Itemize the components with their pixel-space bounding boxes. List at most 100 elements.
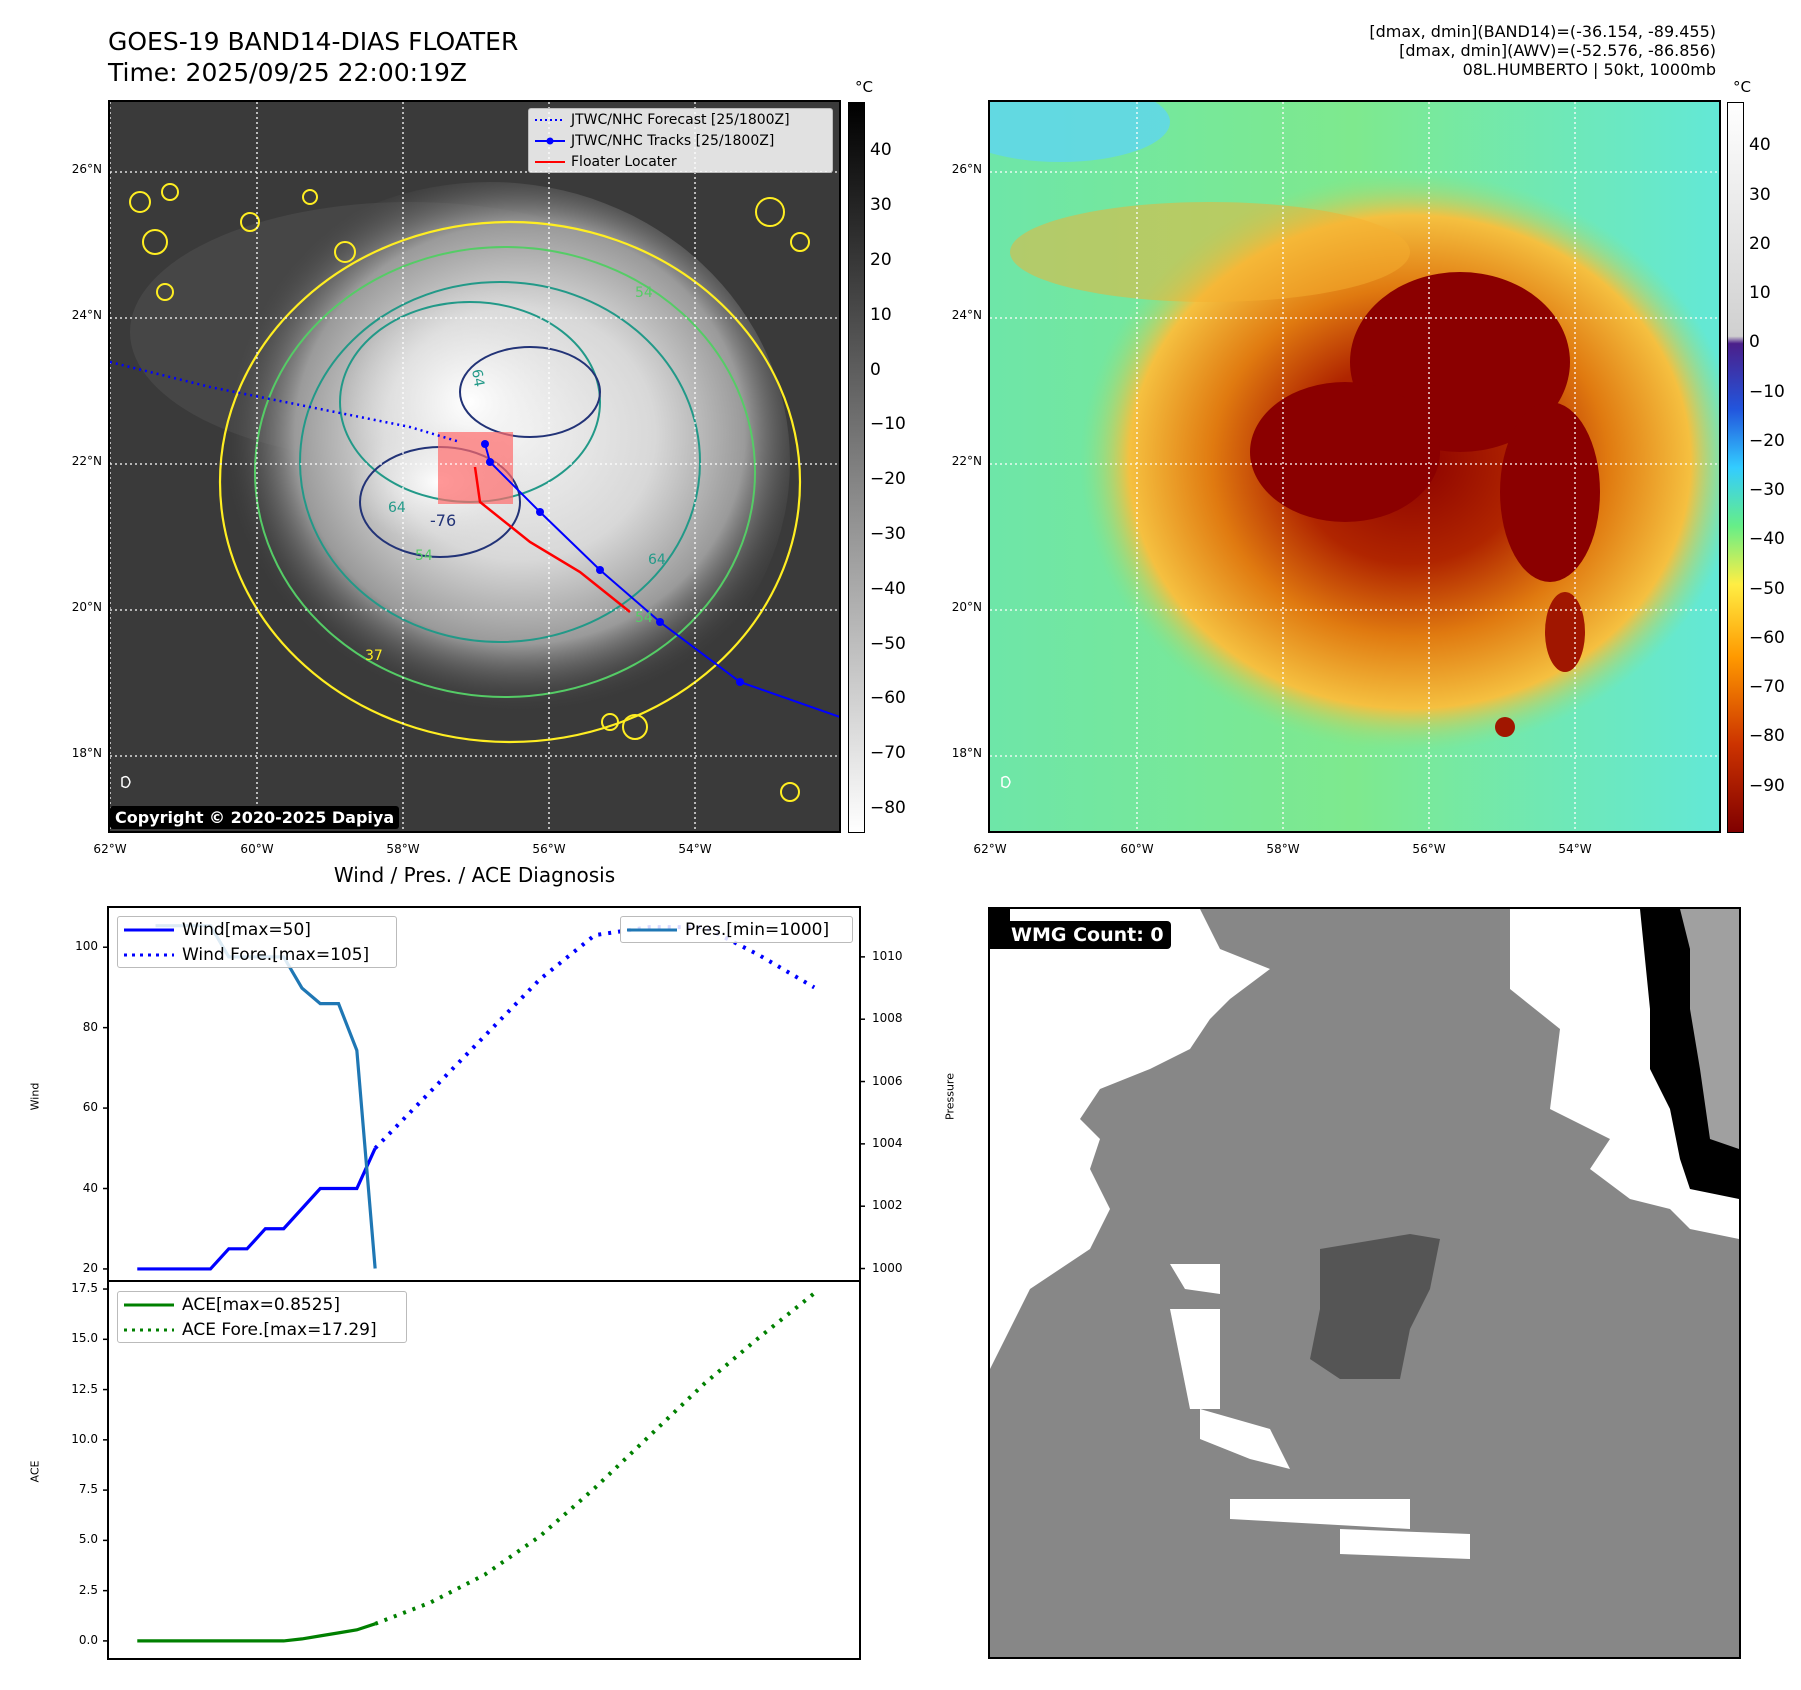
colorbar-tick-label: −40 xyxy=(1749,529,1785,550)
colorbar-tick-label: −40 xyxy=(870,578,906,599)
colorbar-tick-label: −70 xyxy=(1749,677,1785,698)
pressure-tick-label: 1008 xyxy=(872,1011,903,1026)
left-colorbar-unit: °C xyxy=(855,78,873,96)
colorbar-tick-label: 30 xyxy=(1749,184,1771,205)
series-line-wind-fore- xyxy=(373,925,816,1150)
ace-tick-label: 17.5 xyxy=(71,1281,98,1296)
lat-tick-label: 18°N xyxy=(71,746,102,760)
wind-tick-label: 100 xyxy=(75,939,98,954)
colorbar-tick-label: −30 xyxy=(1749,480,1785,501)
ace-tick-label: 15.0 xyxy=(71,1331,98,1346)
island-outline-right xyxy=(1001,775,1011,789)
colorbar-tick-label: −20 xyxy=(870,469,906,490)
colorbar-tick-label: 10 xyxy=(870,304,892,325)
colorbar-tick-label: −20 xyxy=(1749,430,1785,451)
ace-tick-label: 7.5 xyxy=(78,1482,98,1497)
contour-labels: 54 64 -76 64 54 64 37 54 xyxy=(365,285,666,664)
legend-tracks: JTWC/NHC Tracks [25/1800Z] xyxy=(529,130,832,151)
legend-wind: Wind[max=50] xyxy=(118,917,396,942)
wind-tick-label: 80 xyxy=(82,1019,98,1034)
colorbar-tick-label: −90 xyxy=(1749,775,1785,796)
colorbar-tick-label: −50 xyxy=(870,633,906,654)
colorbar-tick-label: −10 xyxy=(1749,381,1785,402)
legend-ace-swatch xyxy=(124,1303,174,1306)
contour-green xyxy=(254,246,756,698)
pressure-axis-label: Pressure xyxy=(943,1073,957,1120)
wmg-light-gray-region xyxy=(1680,909,1739,1149)
legend-forecast-label: JTWC/NHC Forecast [25/1800Z] xyxy=(571,111,790,128)
ir-map-panel: 54 64 -76 64 54 64 37 54 JTWC/NHC Foreca… xyxy=(108,100,841,833)
pressure-tick-label: 1006 xyxy=(872,1073,903,1088)
legend-tracks-swatch xyxy=(535,137,565,144)
wind-tick-label: 20 xyxy=(82,1260,98,1275)
right-colorbar xyxy=(1727,102,1744,833)
wind-tick-label: 40 xyxy=(82,1180,98,1195)
legend-forecast-swatch xyxy=(535,118,565,121)
lat-tick-label: 22°N xyxy=(71,454,102,468)
map-gridlines-right xyxy=(990,102,1719,831)
lat-tick-label: 22°N xyxy=(951,454,982,468)
legend-pressure-label: Pres.[min=1000] xyxy=(685,919,830,940)
wmg-image xyxy=(990,909,1739,1657)
storm-status: 08L.HUMBERTO | 50kt, 1000mb xyxy=(1462,60,1716,79)
colorbar-tick-label: −50 xyxy=(1749,578,1785,599)
wmg-dark-core xyxy=(1310,1234,1440,1379)
contour-label: 64 xyxy=(468,368,487,388)
legend-ace-fore: ACE Fore.[max=17.29] xyxy=(118,1317,406,1342)
contour-teal xyxy=(299,281,701,643)
contour-yellow xyxy=(218,220,802,744)
colorbar-tick-label: −80 xyxy=(1749,726,1785,747)
legend-ace-fore-swatch xyxy=(124,1328,174,1331)
wind-axis-label: Wind xyxy=(28,1082,42,1111)
legend-locater-label: Floater Locater xyxy=(571,153,677,170)
pressure-tick-label: 1002 xyxy=(872,1198,903,1213)
lon-tick-label: 58°W xyxy=(1266,842,1300,856)
figure-title: GOES-19 BAND14-DIAS FLOATER Time: 2025/0… xyxy=(108,26,518,88)
lon-tick-label: 54°W xyxy=(678,842,712,856)
cold-cloud-core xyxy=(1250,382,1440,522)
contour-label: 54 xyxy=(635,610,653,626)
legend-wind-fore-label: Wind Fore.[max=105] xyxy=(182,944,370,965)
ace-frame xyxy=(107,1280,861,1660)
contour-navy xyxy=(459,346,601,438)
ace-tick-label: 2.5 xyxy=(78,1582,98,1597)
lon-tick-label: 60°W xyxy=(1120,842,1154,856)
colorbar-tick-label: 20 xyxy=(1749,233,1771,254)
ace-tick-label: 10.0 xyxy=(71,1431,98,1446)
series-line-ace xyxy=(137,1622,376,1643)
legend-pressure-swatch xyxy=(627,928,677,931)
ace-tick-label: 5.0 xyxy=(78,1532,98,1547)
legend-wind-fore: Wind Fore.[max=105] xyxy=(118,942,396,967)
ace-tick-label: 12.5 xyxy=(71,1381,98,1396)
lon-tick-label: 62°W xyxy=(93,842,127,856)
diagnosis-title: Wind / Pres. / ACE Diagnosis xyxy=(333,863,616,887)
pressure-tick-label: 1000 xyxy=(872,1260,903,1275)
pressure-tick-label: 1004 xyxy=(872,1135,903,1150)
lat-tick-label: 18°N xyxy=(951,746,982,760)
colorbar-tick-label: 40 xyxy=(1749,135,1771,156)
legend-wind-label: Wind[max=50] xyxy=(182,919,311,940)
map-legend: JTWC/NHC Forecast [25/1800Z] JTWC/NHC Tr… xyxy=(528,108,833,173)
legend-locater: Floater Locater xyxy=(529,151,832,172)
legend-tracks-label: JTWC/NHC Tracks [25/1800Z] xyxy=(571,132,775,149)
ace-tick-label: 0.0 xyxy=(78,1632,98,1647)
ir-map-image xyxy=(110,102,839,831)
lat-tick-label: 20°N xyxy=(951,600,982,614)
title-line-2: Time: 2025/09/25 22:00:19Z xyxy=(108,58,467,87)
lat-tick-label: 20°N xyxy=(71,600,102,614)
wmg-panel: WMG Count: 0 xyxy=(988,907,1741,1659)
lon-tick-label: 56°W xyxy=(1412,842,1446,856)
colorbar-tick-label: 0 xyxy=(1749,332,1760,353)
small-convection-cells xyxy=(129,183,810,802)
contour-label: -76 xyxy=(430,511,456,530)
contour-label: 64 xyxy=(648,552,666,568)
enhanced-ir-panel xyxy=(988,100,1721,833)
legend-ace: ACE[max=0.8525] xyxy=(118,1292,406,1317)
colorbar-tick-label: 40 xyxy=(870,140,892,161)
wind-legend: Wind[max=50] Wind Fore.[max=105] xyxy=(117,916,397,968)
lon-tick-label: 54°W xyxy=(1558,842,1592,856)
map-gridlines xyxy=(110,102,839,831)
awv-range: [dmax, dmin](AWV)=(-52.576, -86.856) xyxy=(1399,41,1716,60)
lon-tick-label: 58°W xyxy=(386,842,420,856)
floater-locater-line xyxy=(473,466,631,613)
